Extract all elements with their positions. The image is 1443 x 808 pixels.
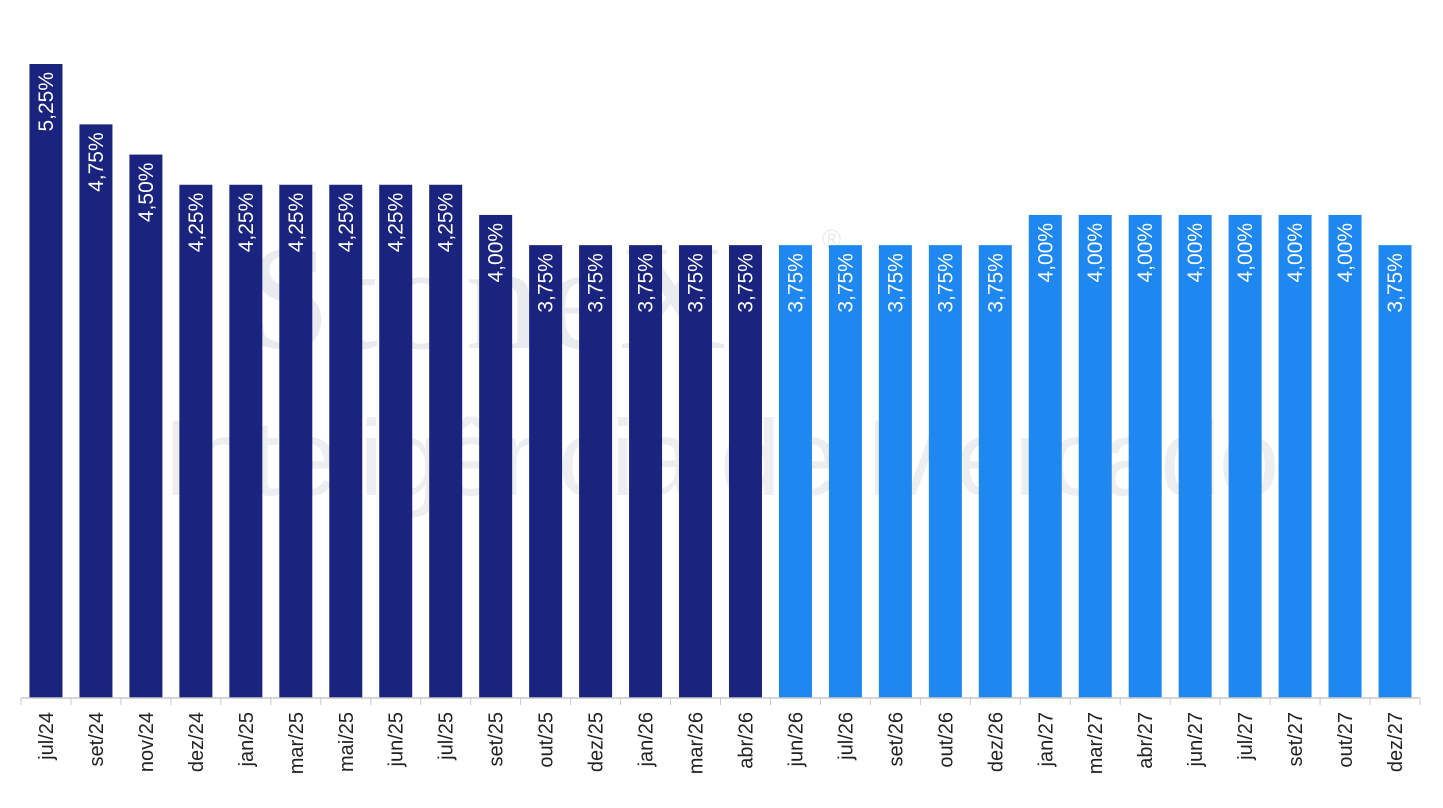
data-label: 3,75%: [1384, 253, 1407, 313]
bar: [1278, 214, 1312, 698]
x-tick-label: jan/26: [636, 712, 658, 768]
bar: [79, 124, 113, 698]
bar: [29, 64, 63, 698]
bar: [978, 245, 1012, 698]
data-label: 4,00%: [1034, 223, 1057, 283]
x-tick-label: jan/25: [236, 712, 258, 768]
x-tick-label: jul/24: [36, 712, 58, 761]
data-label: 4,00%: [1134, 223, 1157, 283]
x-axis-ticks: [20, 698, 1421, 705]
bar: [878, 245, 912, 698]
bar: [479, 214, 513, 698]
x-tick-label: dez/27: [1385, 712, 1407, 772]
x-tick-label: dez/26: [985, 712, 1007, 772]
bar: [579, 245, 613, 698]
x-tick-label: out/25: [536, 712, 558, 768]
x-tick-label: set/27: [1285, 712, 1307, 766]
data-label: 4,25%: [435, 193, 458, 253]
data-label: 3,75%: [984, 253, 1007, 313]
bar: [1178, 214, 1212, 698]
data-label: 3,75%: [535, 253, 558, 313]
data-label: 3,75%: [884, 253, 907, 313]
bar: [429, 184, 463, 698]
data-label: 3,75%: [635, 253, 658, 313]
bar: [379, 184, 413, 698]
x-tick-label: dez/25: [586, 712, 608, 772]
data-label: 4,00%: [1334, 223, 1357, 283]
x-tick-label: jan/27: [1035, 712, 1057, 768]
x-tick-label: abr/26: [735, 712, 757, 769]
data-label: 4,00%: [485, 223, 508, 283]
x-tick-label: mar/25: [286, 712, 308, 774]
data-label: 3,75%: [784, 253, 807, 313]
data-label: 3,75%: [685, 253, 708, 313]
data-label: 4,50%: [135, 163, 158, 223]
x-axis: jul/24 set/24 nov/24 dez/24 jan/25 mar/25 mai/…: [20, 697, 1421, 774]
data-label: 3,75%: [934, 253, 957, 313]
bar: [679, 245, 713, 698]
x-tick-label: set/24: [86, 712, 108, 766]
bar: [728, 245, 762, 698]
data-label: 4,00%: [1184, 223, 1207, 283]
bar: [229, 184, 263, 698]
x-tick-label: jun/25: [386, 712, 408, 768]
data-label: 4,25%: [385, 193, 408, 253]
x-tick-label: jul/26: [835, 712, 857, 761]
x-tick-label: abr/27: [1135, 712, 1157, 769]
x-tick-label: out/27: [1335, 712, 1357, 768]
data-label: 3,75%: [834, 253, 857, 313]
x-axis-tick-labels: jul/24 set/24 nov/24 dez/24 jan/25 mar/25 mai/…: [36, 712, 1407, 774]
bar: [928, 245, 962, 698]
bar: [1228, 214, 1262, 698]
bars-group: [29, 64, 1412, 698]
bar: [1328, 214, 1362, 698]
x-tick-label: mai/25: [336, 712, 358, 772]
data-label: 4,75%: [85, 132, 108, 192]
bar: [179, 184, 213, 698]
bar: [279, 184, 313, 698]
x-tick-label: mar/26: [686, 712, 708, 774]
bar: [529, 245, 563, 698]
bar: [778, 245, 812, 698]
x-tick-label: nov/24: [136, 712, 158, 772]
bar: [1378, 245, 1412, 698]
bar: [629, 245, 663, 698]
x-tick-label: jul/27: [1235, 712, 1257, 761]
x-tick-label: set/26: [885, 712, 907, 766]
data-label: 4,25%: [185, 193, 208, 253]
data-label: 4,25%: [335, 193, 358, 253]
data-label: 3,75%: [585, 253, 608, 313]
x-tick-label: dez/24: [186, 712, 208, 772]
data-label: 3,75%: [734, 253, 757, 313]
bar: [1078, 214, 1112, 698]
data-label: 4,00%: [1234, 223, 1257, 283]
bar: [1028, 214, 1062, 698]
data-label: 4,25%: [285, 193, 308, 253]
x-tick-label: out/26: [935, 712, 957, 768]
bar: [1128, 214, 1162, 698]
x-tick-label: mar/27: [1085, 712, 1107, 774]
data-labels-group: 5,25% 4,75% 4,50% 4,25% 4,25% 4,25% 4,25% 4,25%…: [35, 72, 1407, 313]
data-label: 4,25%: [235, 193, 258, 253]
data-label: 5,25%: [35, 72, 58, 132]
x-tick-label: jun/27: [1185, 712, 1207, 768]
data-label: 4,00%: [1084, 223, 1107, 283]
x-tick-label: set/25: [486, 712, 508, 766]
bar: [129, 154, 163, 698]
x-tick-label: jun/26: [785, 712, 807, 768]
x-tick-label: jul/25: [436, 712, 458, 761]
data-label: 4,00%: [1284, 223, 1307, 283]
bar: [828, 245, 862, 698]
bar: [329, 184, 363, 698]
